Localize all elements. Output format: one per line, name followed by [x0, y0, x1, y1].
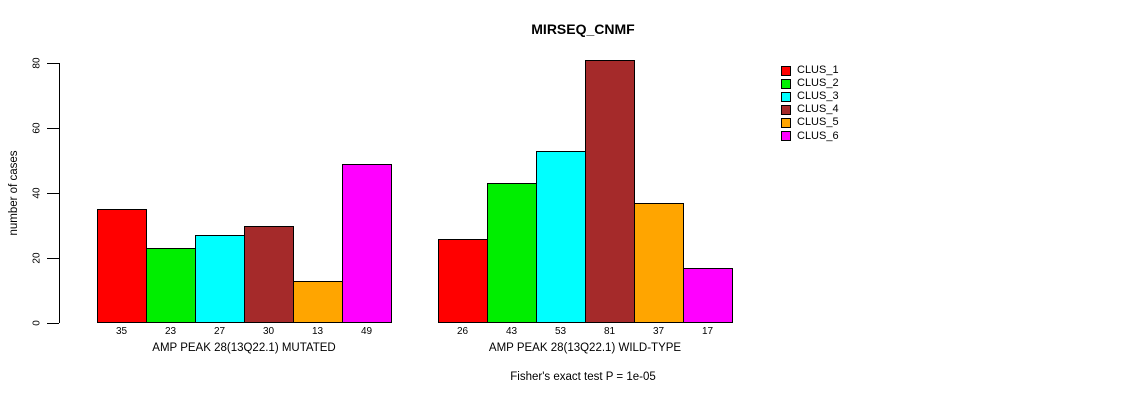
legend-label: CLUS_6 — [797, 129, 839, 142]
legend-label: CLUS_5 — [797, 116, 839, 129]
y-tick-mark — [47, 257, 59, 259]
bar-clus_4-group2 — [585, 59, 635, 323]
legend-item-clus_1: CLUS_1 — [781, 64, 839, 77]
legend-item-clus_4: CLUS_4 — [781, 103, 839, 116]
legend: CLUS_1 CLUS_2 CLUS_3 CLUS_4 CLUS_5 CLUS_6 — [781, 64, 839, 143]
legend-swatch-icon — [781, 91, 791, 102]
y-tick-label: 60 — [31, 122, 43, 134]
legend-swatch-icon — [781, 104, 791, 115]
legend-swatch-icon — [781, 78, 791, 89]
bar-value-label: 26 — [456, 326, 469, 337]
y-tick-mark — [47, 62, 59, 64]
legend-item-clus_5: CLUS_5 — [781, 116, 839, 129]
group-label: AMP PEAK 28(13Q22.1) WILD-TYPE — [488, 342, 682, 354]
y-tick-mark — [47, 322, 59, 324]
legend-swatch-icon — [781, 131, 791, 142]
legend-swatch-icon — [781, 117, 791, 128]
y-tick-label: 0 — [31, 320, 43, 326]
bar-clus_2-group1 — [146, 248, 196, 323]
bar-clus_6-group2 — [683, 267, 733, 323]
fisher-test-caption: Fisher's exact test P = 1e-05 — [510, 371, 656, 383]
y-axis-label: number of cases — [8, 150, 20, 236]
bar-clus_2-group2 — [487, 183, 537, 323]
bar-clus_3-group1 — [195, 235, 245, 323]
bar-clus_3-group2 — [536, 150, 586, 323]
y-tick-label: 80 — [31, 57, 43, 69]
y-tick-label: 40 — [31, 187, 43, 199]
legend-swatch-icon — [781, 65, 791, 76]
bar-value-label: 43 — [505, 326, 518, 337]
bar-clus_1-group2 — [438, 238, 488, 323]
bar-value-label: 17 — [701, 326, 714, 337]
bar-value-label: 23 — [164, 326, 177, 337]
chart-title: MIRSEQ_CNMF — [531, 21, 635, 37]
bar-value-label: 13 — [311, 326, 324, 337]
legend-item-clus_3: CLUS_3 — [781, 90, 839, 103]
bar-clus_4-group1 — [244, 225, 294, 323]
bar-clus_1-group1 — [97, 209, 147, 323]
legend-label: CLUS_1 — [797, 64, 839, 77]
y-axis-line — [59, 63, 60, 323]
legend-item-clus_6: CLUS_6 — [781, 129, 839, 142]
legend-label: CLUS_3 — [797, 90, 839, 103]
legend-label: CLUS_4 — [797, 103, 839, 116]
group-label: AMP PEAK 28(13Q22.1) MUTATED — [152, 342, 336, 354]
bar-value-label: 81 — [603, 326, 616, 337]
bar-clus_5-group2 — [634, 202, 684, 323]
bar-clus_5-group1 — [293, 280, 343, 323]
bar-value-label: 35 — [115, 326, 128, 337]
legend-label: CLUS_2 — [797, 77, 839, 90]
bar-value-label: 37 — [652, 326, 665, 337]
bar-value-label: 49 — [360, 326, 373, 337]
y-tick-label: 20 — [31, 252, 43, 264]
y-tick-mark — [47, 192, 59, 194]
legend-item-clus_2: CLUS_2 — [781, 77, 839, 90]
bar-value-label: 30 — [262, 326, 275, 337]
bar-value-label: 27 — [213, 326, 226, 337]
bar-value-label: 53 — [554, 326, 567, 337]
bar-clus_6-group1 — [342, 163, 392, 323]
y-tick-mark — [47, 127, 59, 129]
